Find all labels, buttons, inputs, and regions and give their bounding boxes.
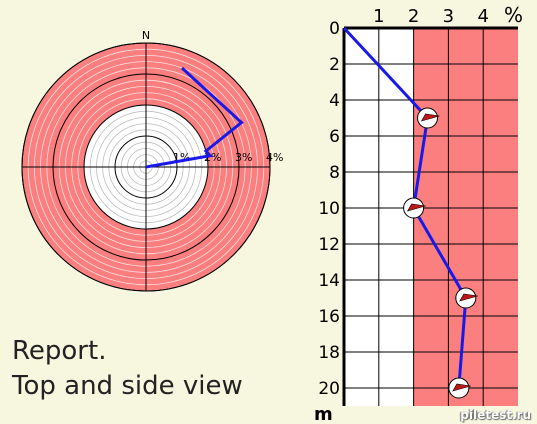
y-tick-labels: 0 2 4 6 8 10 12 14 16 18 20	[318, 19, 340, 399]
y-tick-label: 10	[318, 199, 340, 219]
caption-title: Report.	[12, 336, 107, 366]
inclination-marker	[448, 377, 471, 399]
y-tick-label: 20	[318, 379, 340, 399]
marker-arrow	[420, 113, 440, 122]
y-tick-label: 2	[329, 55, 340, 75]
inclination-markers	[403, 107, 478, 399]
ring-label: 3%	[235, 151, 252, 164]
grid	[344, 28, 518, 406]
y-tick-label: 12	[318, 235, 340, 255]
watermark: piletest.ru	[460, 408, 531, 422]
top-view-polar-chart: 1% 2% 3% 4% N	[21, 29, 283, 292]
y-tick-label: 16	[318, 307, 340, 327]
inclination-marker	[455, 287, 478, 309]
x-tick-labels: 1 2 3 4	[373, 6, 489, 27]
y-tick-label: 4	[329, 91, 340, 111]
y-tick-label: 18	[318, 343, 340, 363]
inclination-marker	[417, 107, 440, 129]
x-tick-label: 4	[477, 6, 488, 27]
marker-arrow	[459, 293, 478, 302]
north-label: N	[142, 29, 150, 42]
y-tick-label: 6	[329, 127, 340, 147]
marker-arrow	[452, 383, 471, 392]
x-tick-label: 2	[408, 6, 419, 27]
tolerance-zone	[413, 28, 518, 406]
x-unit-label: %	[504, 3, 523, 27]
top-view-path	[145, 66, 244, 169]
marker-arrow	[406, 203, 426, 212]
caption-subtitle: Top and side view	[12, 371, 243, 401]
x-tick-label: 3	[443, 6, 454, 27]
y-tick-label: 0	[329, 19, 340, 39]
x-tick-label: 1	[373, 6, 384, 27]
y-tick-label: 8	[329, 163, 340, 183]
y-tick-label: 14	[318, 271, 340, 291]
y-unit-label: m	[314, 404, 333, 424]
inclination-marker	[403, 197, 426, 219]
ring-label: 4%	[266, 151, 283, 164]
